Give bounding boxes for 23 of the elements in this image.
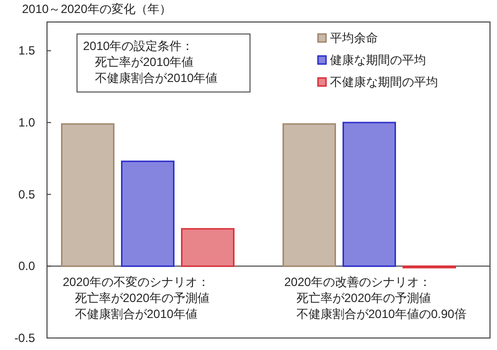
bar	[181, 228, 234, 267]
annotation: 不健康割合が2010年値	[74, 307, 198, 322]
annotation: 2010年の設定条件：	[83, 39, 194, 53]
bar	[121, 160, 174, 267]
annotation: 死亡率が2020年の予測値	[296, 291, 431, 306]
y-tick-label: -0.5	[14, 331, 36, 345]
legend-label: 平均余命	[330, 31, 378, 45]
bar	[342, 122, 396, 267]
legend-label: 不健康な期間の平均	[330, 75, 438, 89]
annotation: 死亡率が2020年の予測値	[74, 291, 210, 306]
chart-title: 2010～2020年の変化（年）	[22, 2, 172, 16]
annotation: 2020年の改善のシナリオ：	[284, 275, 431, 290]
annotation: 2020年の不変のシナリオ：	[62, 275, 210, 290]
y-tick-label: 0.0	[18, 259, 36, 274]
legend-label: 健康な期間の平均	[330, 53, 426, 67]
annotation: 死亡率が2010年値	[95, 55, 194, 69]
annotation: 不健康割合が2010年値の0.90倍	[296, 307, 466, 322]
y-tick-label: 1.0	[18, 116, 36, 130]
bar	[282, 123, 336, 267]
y-tick-label: 1.5	[18, 44, 36, 58]
y-tick-label: 0.5	[18, 187, 36, 202]
bar	[61, 123, 114, 267]
annotation: 不健康割合が2010年値	[95, 71, 218, 85]
